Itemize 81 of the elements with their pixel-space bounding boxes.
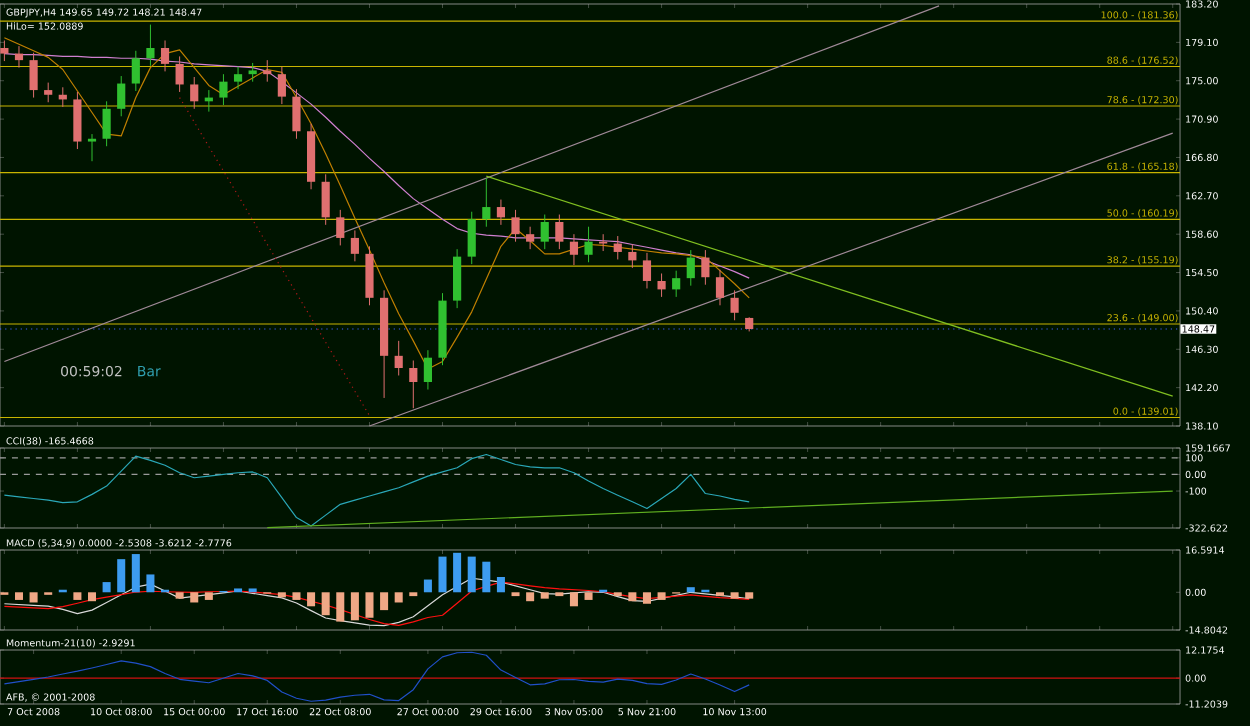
bar: [423, 579, 432, 593]
candlestick: [233, 66, 243, 90]
candlestick: [160, 39, 170, 72]
candlestick: [496, 199, 506, 226]
bar: [321, 592, 330, 616]
bar: [584, 592, 593, 600]
bar: [175, 592, 184, 599]
candlestick: [336, 209, 345, 246]
candlestick: [29, 52, 38, 99]
candlestick: [190, 76, 199, 110]
bar: [496, 576, 505, 593]
candlestick: [175, 55, 184, 93]
candlestick: [394, 340, 403, 376]
candlestick: [569, 233, 579, 266]
bar: [102, 582, 111, 593]
candlestick: [642, 252, 652, 289]
candlestick: [365, 245, 374, 306]
bar: [467, 556, 476, 593]
candlestick: [409, 360, 418, 409]
candlestick: [701, 249, 710, 286]
bar: [190, 592, 199, 603]
bar: [336, 592, 345, 622]
candlestick: [73, 91, 82, 150]
bar: [131, 554, 140, 593]
bar: [438, 556, 447, 593]
candlestick: [628, 243, 637, 269]
candlestick: [248, 62, 257, 83]
candlestick: [44, 82, 53, 103]
candlestick: [146, 24, 155, 67]
bar: [14, 592, 23, 600]
bar: [394, 592, 403, 603]
bar: [277, 592, 286, 598]
candlestick: [117, 75, 126, 117]
candlestick: [423, 349, 432, 391]
candlestick: [263, 59, 272, 83]
candlestick: [277, 66, 286, 105]
candlestick: [87, 133, 97, 162]
candlestick: [730, 289, 739, 321]
candlestick: [555, 214, 564, 250]
bar: [350, 592, 359, 621]
bar: [365, 592, 374, 618]
candlestick: [584, 226, 593, 263]
bar: [307, 592, 316, 607]
bar: [628, 592, 637, 602]
bar: [204, 592, 213, 600]
bar: [117, 559, 126, 593]
bar: [380, 592, 389, 611]
candlestick: [131, 50, 140, 92]
candlestick: [657, 272, 666, 298]
candlestick: [511, 209, 520, 243]
bar: [292, 592, 301, 600]
bar: [526, 592, 535, 602]
bar: [642, 592, 651, 604]
candlestick: [686, 249, 695, 287]
candlestick: [292, 88, 301, 140]
candlestick: [219, 73, 228, 106]
candlestick: [613, 235, 622, 260]
bar: [657, 592, 666, 600]
bar: [745, 592, 754, 599]
bar: [730, 592, 739, 599]
candlestick: [672, 270, 681, 298]
candlestick: [102, 100, 111, 147]
bar: [686, 587, 695, 593]
candlestick: [482, 177, 491, 228]
candlestick: [467, 211, 476, 265]
candlestick: [350, 229, 359, 262]
candlestick: [453, 248, 462, 309]
bar: [87, 592, 97, 602]
candlestick: [321, 173, 330, 226]
line-series: [3, 453, 750, 527]
bar: [73, 592, 82, 600]
bar: [540, 592, 549, 599]
candlestick: [715, 269, 725, 306]
bar: [146, 574, 155, 593]
bar: [29, 592, 38, 603]
candlestick: [526, 226, 535, 250]
bar: [569, 592, 578, 607]
candlestick: [0, 39, 9, 62]
bar: [453, 552, 462, 593]
candlestick: [540, 214, 549, 250]
bar: [482, 561, 491, 593]
